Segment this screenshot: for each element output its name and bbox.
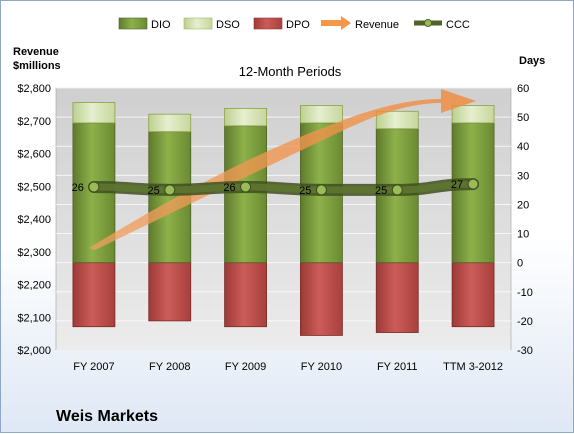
ccc-data-label: 25 — [375, 185, 387, 197]
right-axis-title: Days — [519, 55, 545, 67]
ccc-series-line-highlight — [90, 180, 477, 194]
bar-dpo — [148, 262, 192, 322]
bar-dpo — [451, 262, 495, 328]
left-tick-label: $2,600 — [17, 149, 51, 161]
legend-label-dso: DSO — [216, 19, 240, 31]
left-tick-label: $2,800 — [17, 83, 51, 95]
left-tick-label: $2,400 — [17, 214, 51, 226]
bar-dso — [451, 105, 495, 124]
legend-label-ccc: CCC — [446, 19, 470, 31]
x-tick-label: FY 2011 — [377, 361, 418, 373]
left-axis-ticks: $2,000 $2,100 $2,200 $2,300 $2,400 $2,500 $2,6… — [17, 83, 51, 357]
ccc-point — [315, 184, 327, 196]
ccc-data-label: 26 — [72, 182, 84, 194]
bar-dso — [300, 105, 343, 124]
right-tick-label: 30 — [517, 170, 529, 182]
x-tick-label: FY 2007 — [73, 361, 114, 373]
bar-dpo — [224, 262, 267, 328]
left-tick-label: $2,000 — [17, 345, 51, 357]
legend-marker-ccc — [424, 19, 432, 27]
legend-swatch-dio — [118, 17, 148, 30]
bar-dso — [148, 113, 192, 133]
left-tick-label: $2,700 — [17, 116, 51, 128]
bar-dio — [451, 122, 495, 264]
right-axis-ticks: -30 -20 -10 0 10 20 30 40 50 60 — [517, 83, 533, 357]
ccc-data-label: 27 — [451, 179, 463, 191]
chart-title: 12-Month Periods — [239, 64, 342, 79]
ccc-point — [391, 184, 403, 196]
ccc-data-label: 26 — [223, 182, 235, 194]
bar-dpo — [300, 262, 343, 336]
legend-swatch-revenue — [321, 16, 351, 30]
legend: DIO DSO DPO Revenue CCC — [118, 16, 470, 31]
plot-area — [55, 87, 512, 351]
bar-dpo — [375, 262, 419, 333]
ccc-point — [467, 178, 479, 190]
left-tick-label: $2,500 — [17, 181, 51, 193]
bar-dso — [72, 102, 116, 124]
legend-swatch-dso — [183, 17, 213, 30]
legend-label-dpo: DPO — [286, 19, 310, 31]
ccc-data-label: 25 — [299, 185, 311, 197]
x-tick-label: FY 2009 — [225, 361, 266, 373]
left-tick-label: $2,200 — [17, 280, 51, 292]
bar-dso — [224, 107, 267, 127]
x-tick-label: TTM 3-2012 — [443, 361, 503, 373]
revenue-arrow — [89, 89, 476, 250]
right-tick-label: 60 — [517, 83, 529, 95]
x-axis-ticks: FY 2007 FY 2008 FY 2009 FY 2010 FY 2011 TTM 3… — [73, 361, 503, 373]
legend-label-dio: DIO — [151, 19, 171, 31]
company-name: Weis Markets — [56, 408, 158, 425]
bar-dpo — [72, 262, 116, 328]
right-tick-label: 0 — [517, 258, 523, 270]
left-tick-label: $2,100 — [17, 312, 51, 324]
ccc-data-label: 25 — [148, 185, 160, 197]
bar-dio — [224, 125, 267, 264]
right-tick-label: -20 — [517, 316, 533, 328]
left-axis-title-line2: $millions — [13, 60, 61, 72]
left-tick-label: $2,300 — [17, 247, 51, 259]
ccc-point — [164, 184, 176, 196]
ccc-point — [88, 181, 100, 193]
left-axis-title-line1: Revenue — [13, 46, 59, 58]
ccc-line: 26 25 26 25 25 27 — [72, 178, 480, 197]
right-tick-label: 20 — [517, 199, 529, 211]
right-tick-label: 10 — [517, 229, 529, 241]
legend-label-revenue: Revenue — [355, 19, 399, 31]
ccc-point — [240, 181, 252, 193]
right-tick-label: 40 — [517, 141, 529, 153]
x-tick-label: FY 2010 — [301, 361, 342, 373]
legend-swatch-dpo — [253, 17, 283, 30]
right-tick-label: -30 — [517, 345, 533, 357]
right-tick-label: -10 — [517, 287, 533, 299]
right-tick-label: 50 — [517, 112, 529, 124]
x-tick-label: FY 2008 — [149, 361, 190, 373]
bar-dso — [375, 110, 419, 130]
